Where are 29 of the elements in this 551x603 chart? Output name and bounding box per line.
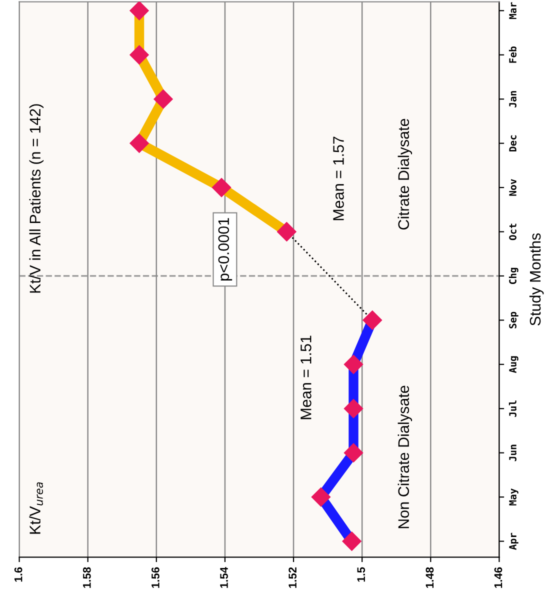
y-tick-label: Nov [509, 179, 516, 196]
x-tick-label: 1.46 [494, 567, 502, 588]
x-tick-label: 1.52 [288, 567, 297, 588]
y-tick-label: Dec [509, 135, 516, 152]
y-tick-label: Chg [508, 268, 518, 284]
annotation: Mean = 1.57 [333, 136, 344, 220]
y-tick-label: Jul [508, 400, 516, 417]
annotation: Kt/V$_{urea}$ [29, 482, 43, 534]
text: Kt/V in All Patients (n = 142) [29, 104, 44, 293]
y-tick-label: May [509, 488, 518, 506]
x-tick-label: 1.56 [152, 567, 160, 588]
y-tick-label: Aug [509, 356, 518, 374]
y-tick-label: Sep [509, 312, 518, 328]
annotation: p<0.0001 [218, 218, 232, 281]
y-tick-label: Jan [509, 91, 516, 108]
annotation: Mean = 1.51 [300, 336, 312, 420]
annotation: Citrate Dialysate [398, 118, 412, 230]
x-tick-label: 1.48 [426, 567, 434, 588]
annotation: Non Citrate Dialysate [398, 386, 412, 528]
y-tick-label: Mar [509, 2, 516, 20]
x-tick-label: 1.5 [357, 567, 366, 582]
x-tick-label: 1.54 [220, 566, 228, 588]
x-tick-label: 1.58 [82, 567, 91, 588]
y-tick-label: Oct [509, 224, 516, 240]
y-tick-label: Feb [508, 46, 516, 63]
y-tick-label: Apr [509, 532, 518, 550]
x-tick-label: 1.6 [14, 567, 22, 582]
y-tick-label: Jun [509, 444, 516, 462]
y-axis-title: Study Months [529, 233, 544, 326]
